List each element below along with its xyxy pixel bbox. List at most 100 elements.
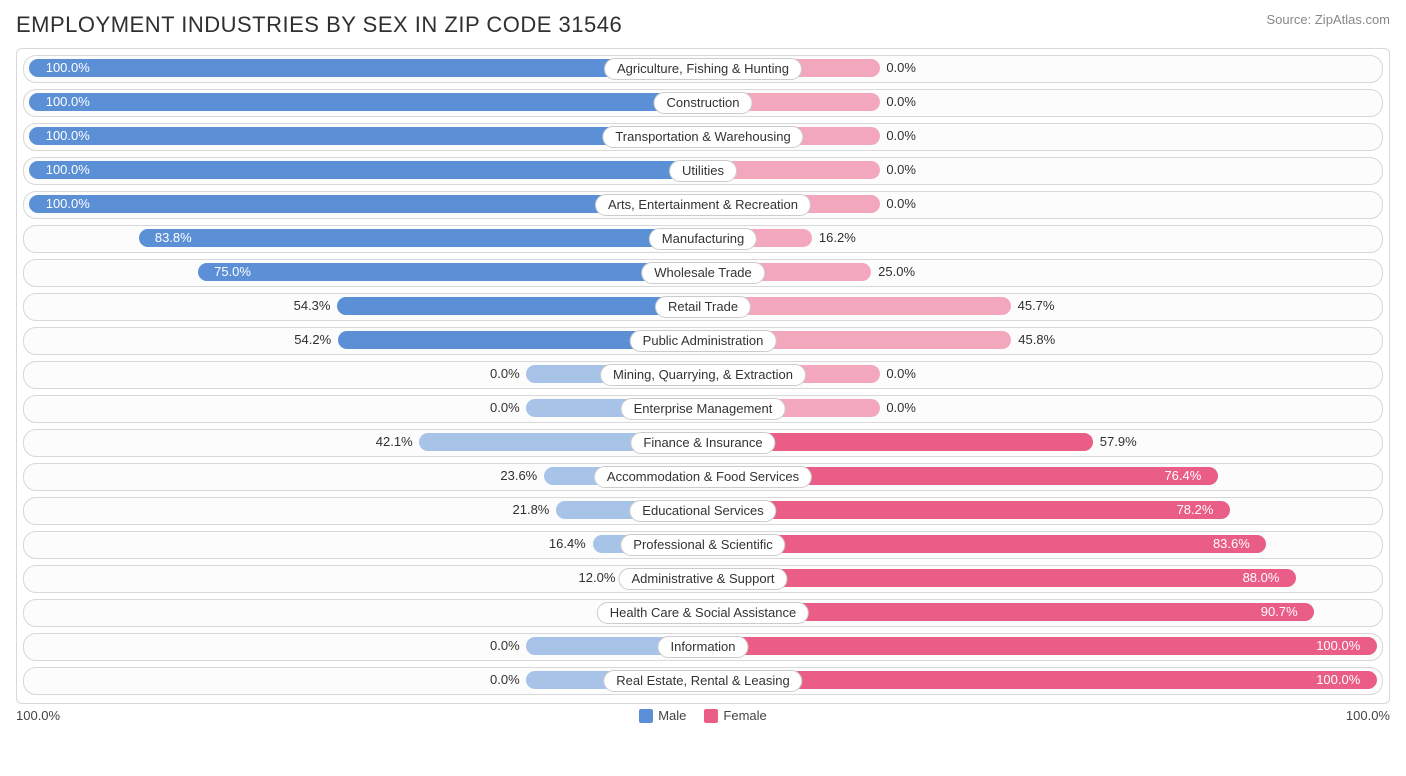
category-label: Mining, Quarrying, & Extraction (600, 364, 806, 386)
male-pct-label: 100.0% (46, 127, 90, 145)
chart-row: 100.0% 0.0% Arts, Entertainment & Recreati… (23, 191, 1383, 219)
male-pct-label: 54.2% (294, 331, 331, 349)
chart-row: 21.8% 78.2% Educational Services (23, 497, 1383, 525)
male-pct-label: 83.8% (155, 229, 192, 247)
bar-female (703, 671, 1377, 689)
legend-item: Male (639, 708, 686, 723)
female-pct-label: 45.7% (1018, 297, 1055, 315)
female-pct-label: 0.0% (886, 365, 916, 383)
male-pct-label: 16.4% (549, 535, 586, 553)
bar-male (29, 161, 703, 179)
category-label: Finance & Insurance (630, 432, 775, 454)
chart-row: 54.3% 45.7% Retail Trade (23, 293, 1383, 321)
category-label: Manufacturing (649, 228, 757, 250)
chart-row: 9.3%90.7%Health Care & Social Assistance (23, 599, 1383, 627)
bar-male (337, 297, 703, 315)
chart-header: EMPLOYMENT INDUSTRIES BY SEX IN ZIP CODE… (16, 12, 1390, 38)
chart-row: 100.0% 0.0% Transportation & Warehousing (23, 123, 1383, 151)
chart-title: EMPLOYMENT INDUSTRIES BY SEX IN ZIP CODE… (16, 12, 622, 38)
female-pct-label: 0.0% (886, 161, 916, 179)
axis-right-label: 100.0% (1346, 708, 1390, 723)
category-label: Arts, Entertainment & Recreation (595, 194, 811, 216)
male-pct-label: 0.0% (490, 399, 520, 417)
category-label: Retail Trade (655, 296, 751, 318)
male-pct-label: 100.0% (46, 93, 90, 111)
bar-male (198, 263, 703, 281)
chart-row: 16.4% 83.6% Professional & Scientific (23, 531, 1383, 559)
category-label: Enterprise Management (621, 398, 786, 420)
male-pct-label: 0.0% (490, 365, 520, 383)
female-pct-label: 16.2% (819, 229, 856, 247)
chart-row: 0.0% 0.0% Mining, Quarrying, & Extraction (23, 361, 1383, 389)
legend-item: Female (704, 708, 766, 723)
male-pct-label: 0.0% (490, 637, 520, 655)
legend-label: Female (723, 708, 766, 723)
male-pct-label: 23.6% (500, 467, 537, 485)
chart-row: 100.0% 0.0% Construction (23, 89, 1383, 117)
male-pct-label: 21.8% (513, 501, 550, 519)
male-pct-label: 0.0% (490, 671, 520, 689)
diverging-bar-chart: 100.0% 0.0% Agriculture, Fishing & Hunting… (16, 48, 1390, 704)
female-pct-label: 45.8% (1018, 331, 1055, 349)
male-pct-label: 75.0% (214, 263, 251, 281)
male-pct-label: 100.0% (46, 195, 90, 213)
bar-female (703, 501, 1230, 519)
legend: Male Female (639, 708, 767, 723)
category-label: Health Care & Social Assistance (597, 602, 809, 624)
chart-row: 83.8% 16.2% Manufacturing (23, 225, 1383, 253)
male-pct-label: 12.0% (579, 569, 616, 587)
female-pct-label: 78.2% (1177, 501, 1214, 519)
chart-row: 100.0% 0.0% Utilities (23, 157, 1383, 185)
category-label: Professional & Scientific (620, 534, 785, 556)
category-label: Real Estate, Rental & Leasing (603, 670, 802, 692)
female-pct-label: 83.6% (1213, 535, 1250, 553)
female-pct-label: 57.9% (1100, 433, 1137, 451)
female-pct-label: 0.0% (886, 59, 916, 77)
bar-male (29, 59, 703, 77)
chart-row: 0.0% 100.0% Information (23, 633, 1383, 661)
chart-row: 100.0% 0.0% Agriculture, Fishing & Hunting (23, 55, 1383, 83)
category-label: Administrative & Support (618, 568, 787, 590)
chart-row: 54.2% 45.8% Public Administration (23, 327, 1383, 355)
male-pct-label: 100.0% (46, 161, 90, 179)
bar-male (139, 229, 703, 247)
male-pct-label: 42.1% (376, 433, 413, 451)
male-pct-label: 100.0% (46, 59, 90, 77)
chart-source: Source: ZipAtlas.com (1266, 12, 1390, 27)
female-pct-label: 100.0% (1316, 637, 1360, 655)
female-pct-label: 100.0% (1316, 671, 1360, 689)
legend-swatch (704, 709, 718, 723)
category-label: Construction (654, 92, 753, 114)
legend-label: Male (658, 708, 686, 723)
chart-row: 0.0% 0.0% Enterprise Management (23, 395, 1383, 423)
category-label: Accommodation & Food Services (594, 466, 812, 488)
male-pct-label: 54.3% (294, 297, 331, 315)
bar-female (703, 569, 1296, 587)
bar-female (703, 637, 1377, 655)
chart-row: 42.1% 57.9% Finance & Insurance (23, 429, 1383, 457)
category-label: Agriculture, Fishing & Hunting (604, 58, 802, 80)
category-label: Public Administration (630, 330, 777, 352)
legend-swatch (639, 709, 653, 723)
chart-row: 75.0% 25.0% Wholesale Trade (23, 259, 1383, 287)
category-label: Educational Services (629, 500, 776, 522)
female-pct-label: 0.0% (886, 127, 916, 145)
female-pct-label: 0.0% (886, 195, 916, 213)
bar-male (29, 93, 703, 111)
female-pct-label: 76.4% (1164, 467, 1201, 485)
female-pct-label: 0.0% (886, 399, 916, 417)
chart-row: 23.6% 76.4% Accommodation & Food Services (23, 463, 1383, 491)
chart-row: 0.0% 100.0% Real Estate, Rental & Leasing (23, 667, 1383, 695)
bar-female (703, 535, 1266, 553)
category-label: Information (657, 636, 748, 658)
category-label: Wholesale Trade (641, 262, 765, 284)
chart-row: 12.0% 88.0% Administrative & Support (23, 565, 1383, 593)
female-pct-label: 90.7% (1261, 603, 1298, 621)
female-pct-label: 0.0% (886, 93, 916, 111)
chart-footer: 100.0% Male Female 100.0% (16, 708, 1390, 723)
category-label: Utilities (669, 160, 737, 182)
axis-left-label: 100.0% (16, 708, 60, 723)
category-label: Transportation & Warehousing (602, 126, 803, 148)
female-pct-label: 88.0% (1243, 569, 1280, 587)
female-pct-label: 25.0% (878, 263, 915, 281)
